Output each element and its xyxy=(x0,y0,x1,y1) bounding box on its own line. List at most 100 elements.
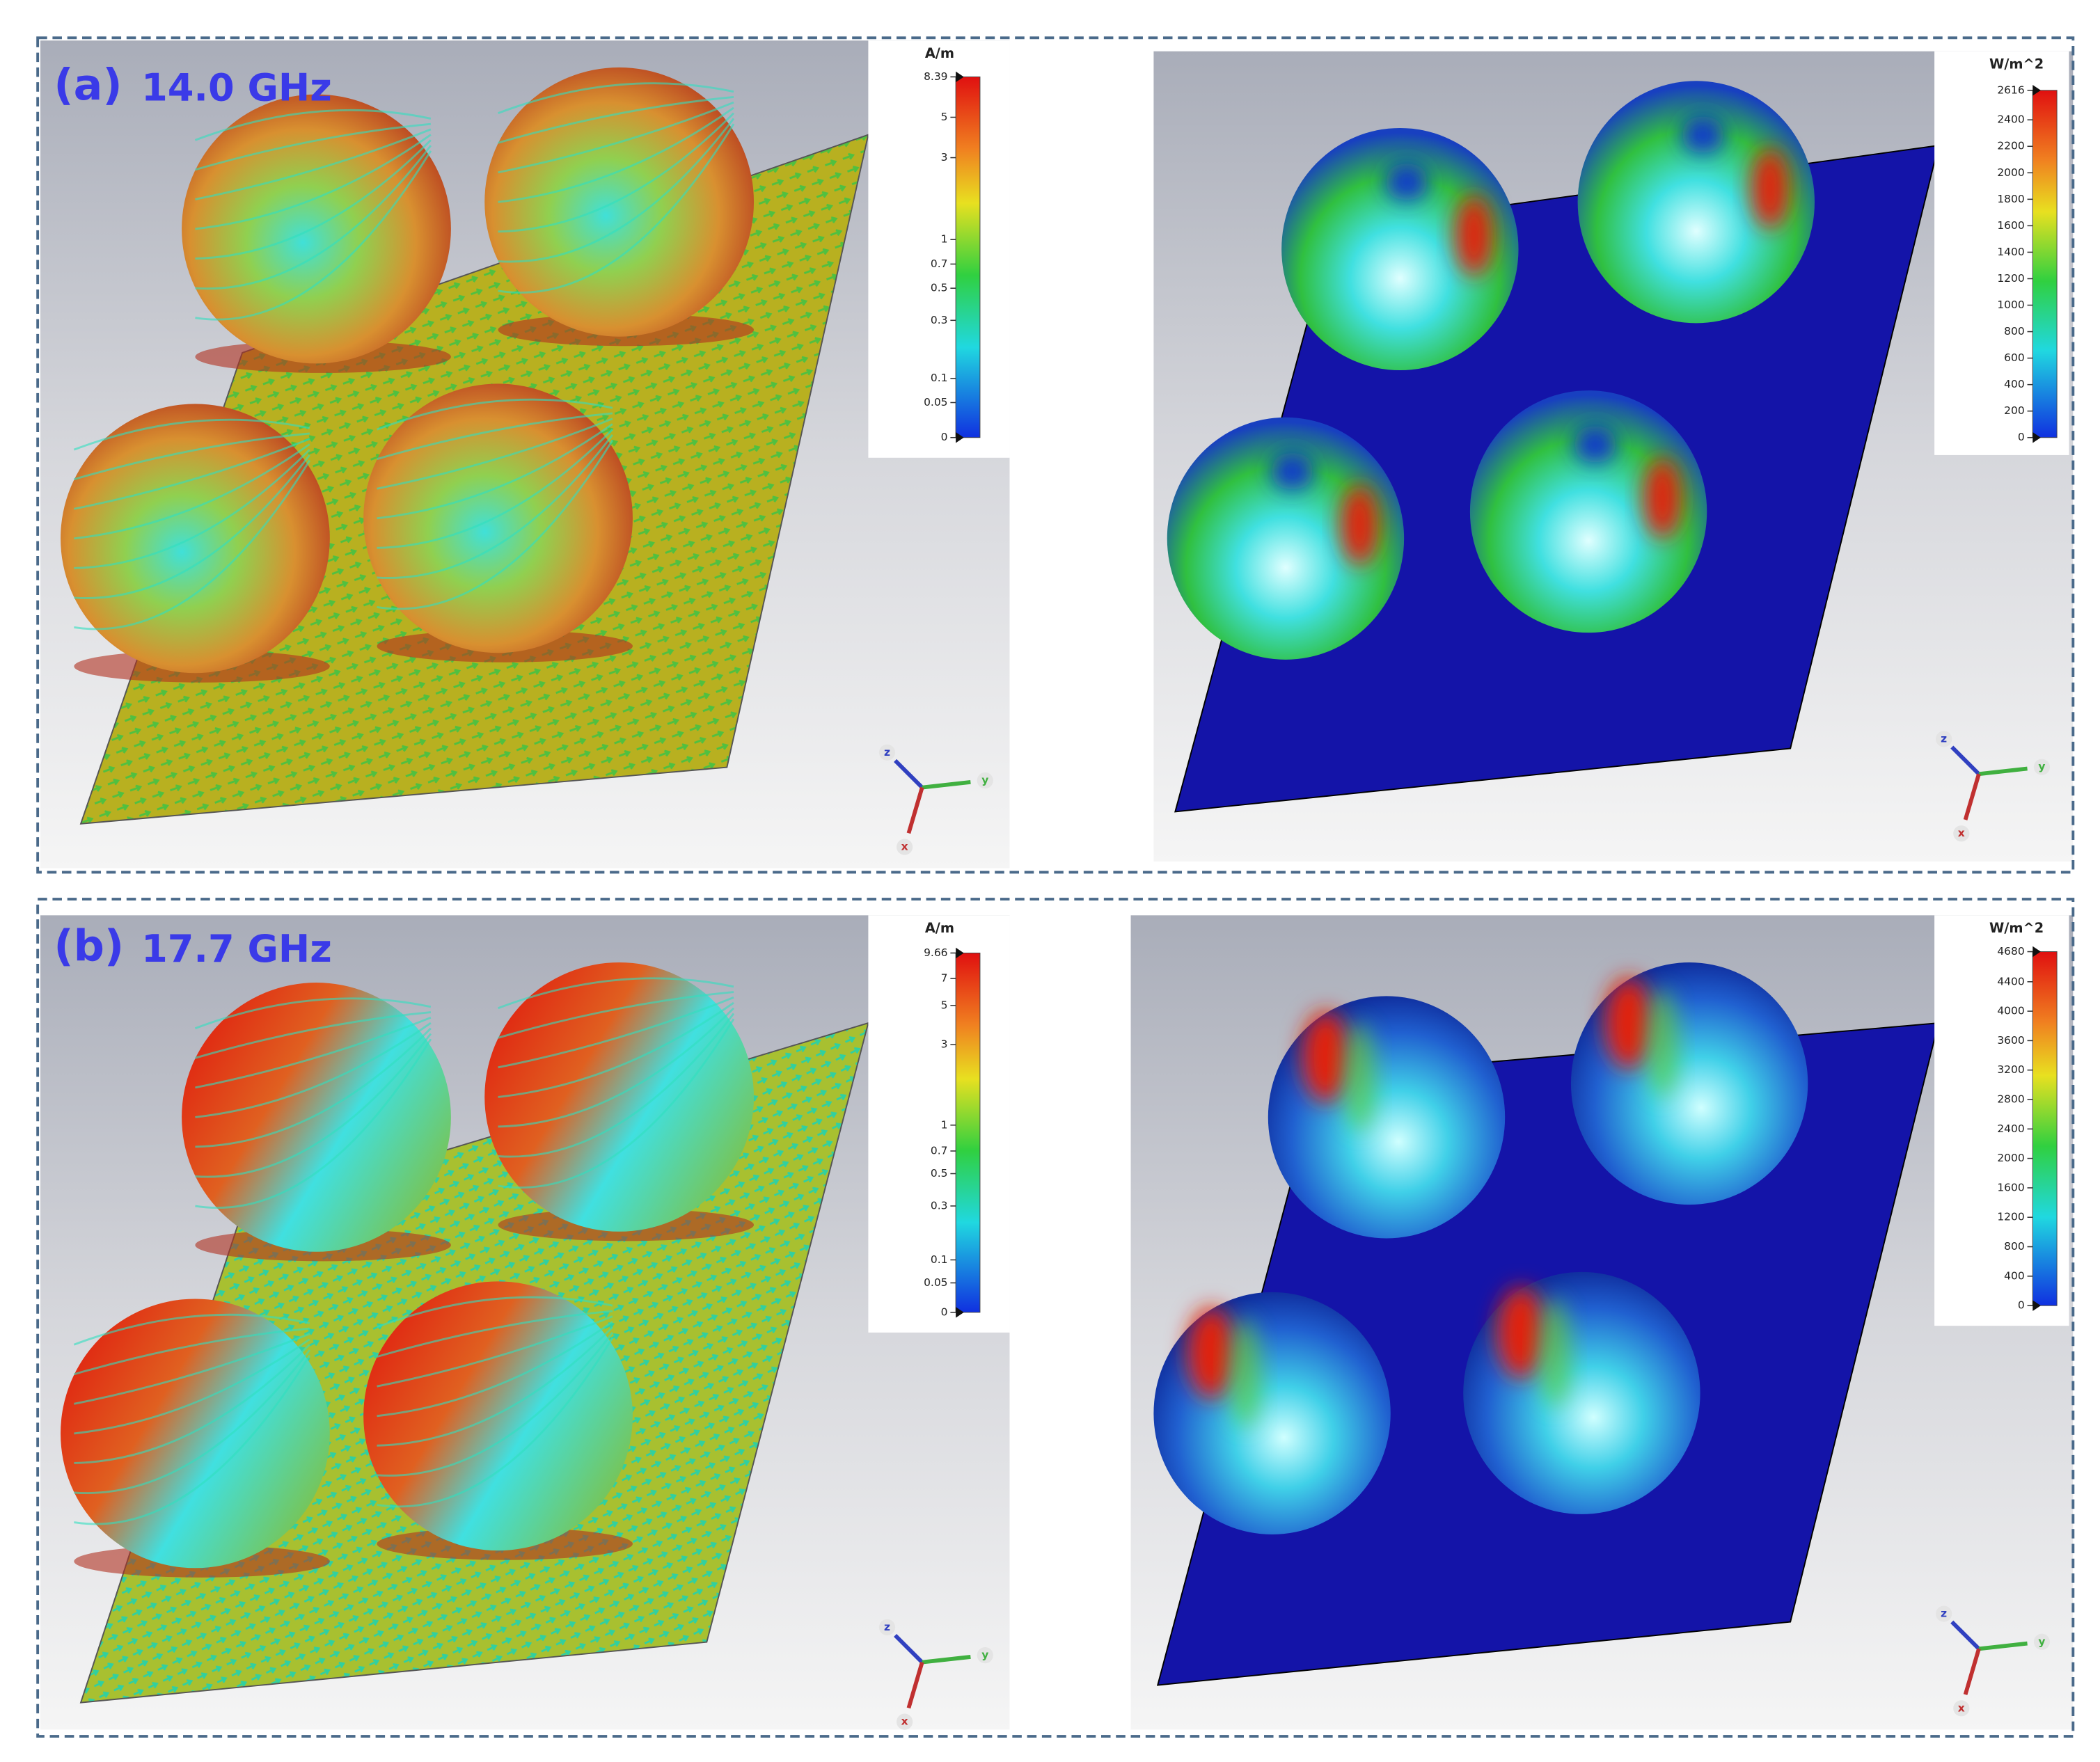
axis-arrow xyxy=(894,1633,924,1664)
colorbar-tick-label: 3200 xyxy=(1997,1063,2024,1076)
hemisphere xyxy=(484,962,755,1232)
current-line xyxy=(73,1313,310,1346)
current-line xyxy=(195,1038,432,1209)
current-line xyxy=(74,454,310,599)
colorbar-tick-label: 1 xyxy=(941,233,948,246)
cold-spot xyxy=(1385,163,1428,201)
axis-label: z xyxy=(884,746,890,759)
current-line xyxy=(195,128,432,200)
axis-badge xyxy=(878,1619,896,1635)
current-line xyxy=(73,432,310,481)
colorbar-tick-label: 1200 xyxy=(1997,1211,2024,1223)
hot-spot xyxy=(1497,1287,1546,1379)
current-line xyxy=(195,150,432,321)
axis-label: z xyxy=(1941,1608,1947,1620)
warm-band xyxy=(1646,989,1679,1097)
colorbar-tick-label: 1600 xyxy=(1997,1181,2024,1193)
colorbar-unit: W/m^2 xyxy=(1989,56,2044,72)
axis-label: x xyxy=(1958,1701,1965,1714)
axis-label: z xyxy=(1941,732,1947,745)
colorbar-box xyxy=(868,40,1010,458)
current-line xyxy=(377,1321,613,1418)
axis-arrow xyxy=(1978,1641,2028,1651)
axis-arrow xyxy=(1950,745,1980,776)
axis-badge xyxy=(897,1713,913,1730)
panel-frame xyxy=(36,36,2075,874)
colorbar-tick-label: 7 xyxy=(941,972,948,985)
hemisphere xyxy=(182,983,451,1252)
current-line xyxy=(73,1327,310,1376)
hemisphere xyxy=(484,67,755,337)
warm-band xyxy=(1229,1319,1262,1427)
colorbar-tick-label: 0 xyxy=(2018,1299,2025,1312)
axis-arrow xyxy=(922,1655,971,1665)
colorbar-pointer xyxy=(2032,946,2041,958)
current-line xyxy=(195,122,432,171)
colorbar-gradient xyxy=(2032,951,2058,1306)
colorbar-pointer xyxy=(956,432,964,443)
current-line xyxy=(377,398,613,431)
colorbar-tick-label: 800 xyxy=(2004,1240,2025,1253)
axis-badge xyxy=(1936,1605,1952,1622)
axis-arrow xyxy=(1963,773,1981,820)
hemisphere xyxy=(1463,1271,1700,1514)
axis-badge xyxy=(897,839,913,855)
current-line xyxy=(498,1018,735,1189)
current-line xyxy=(195,1027,432,1148)
current-line xyxy=(377,1326,613,1447)
current-line xyxy=(498,101,734,174)
hot-spot xyxy=(1302,1010,1350,1103)
colorbar-tick-label: 800 xyxy=(2004,325,2025,338)
axis-arrow xyxy=(906,1661,924,1709)
hot-spot xyxy=(1643,457,1682,539)
hemisphere xyxy=(1281,127,1519,371)
current-line xyxy=(377,418,613,490)
colorbar-tick-label: 3 xyxy=(941,151,948,164)
hemisphere xyxy=(182,94,451,364)
current-line xyxy=(498,96,734,144)
current-line xyxy=(377,412,613,461)
colorbar-tick-label: 2000 xyxy=(1997,166,2024,179)
hemisphere xyxy=(61,404,330,674)
current-line xyxy=(377,1337,614,1508)
colorbar-pointer xyxy=(956,71,964,83)
colorbar-pointer xyxy=(956,1307,964,1318)
colorbar-tick-label: 0.5 xyxy=(931,282,948,294)
current-line xyxy=(195,1022,432,1118)
hemisphere xyxy=(363,383,633,653)
current-line xyxy=(194,997,432,1030)
colorbar-gradient xyxy=(2032,90,2058,438)
current-line xyxy=(377,439,614,610)
current-line xyxy=(377,1296,613,1328)
colorbar-tick-label: 5 xyxy=(941,111,948,123)
panel: A/m 8.39 5 3 1 0.7 0.5 0.3 0.1 0.05 0 W/m^2 2616 2400… xyxy=(36,36,2075,874)
axis-label: x xyxy=(901,1715,908,1728)
frequency-label: 14.0 GHz xyxy=(141,65,332,109)
colorbar-tick-label: 1 xyxy=(941,1118,948,1131)
colorbar-tick-label: 5 xyxy=(941,999,948,1011)
hot-spot xyxy=(1187,1307,1236,1399)
axis-label: x xyxy=(901,841,908,853)
axis-label: y xyxy=(2038,761,2045,773)
colorbar-tick-label: 0 xyxy=(2018,431,2025,443)
colorbar-tick-label: 0.5 xyxy=(931,1167,948,1180)
colorbar-tick-label: 400 xyxy=(2004,378,2025,390)
colorbar-tick-label: 2800 xyxy=(1997,1093,2024,1106)
axis-badge xyxy=(977,772,993,789)
hot-spot xyxy=(1604,977,1653,1069)
current-line xyxy=(195,139,432,260)
cold-spot xyxy=(1270,452,1314,491)
colorbar-tick-label: 2616 xyxy=(1997,84,2024,96)
axis-arrow xyxy=(906,786,924,834)
warm-band xyxy=(1343,1023,1376,1131)
current-line xyxy=(74,1344,310,1464)
current-line xyxy=(377,1310,613,1358)
colorbar-tick-label: 8.39 xyxy=(924,70,947,83)
colorbar-tick-label: 1000 xyxy=(1997,299,2024,311)
current-line xyxy=(377,429,613,549)
current-line xyxy=(74,438,310,510)
hemisphere xyxy=(1268,996,1506,1239)
hot-spot xyxy=(1455,195,1493,276)
hemisphere xyxy=(1570,962,1808,1205)
current-line xyxy=(195,1033,432,1178)
